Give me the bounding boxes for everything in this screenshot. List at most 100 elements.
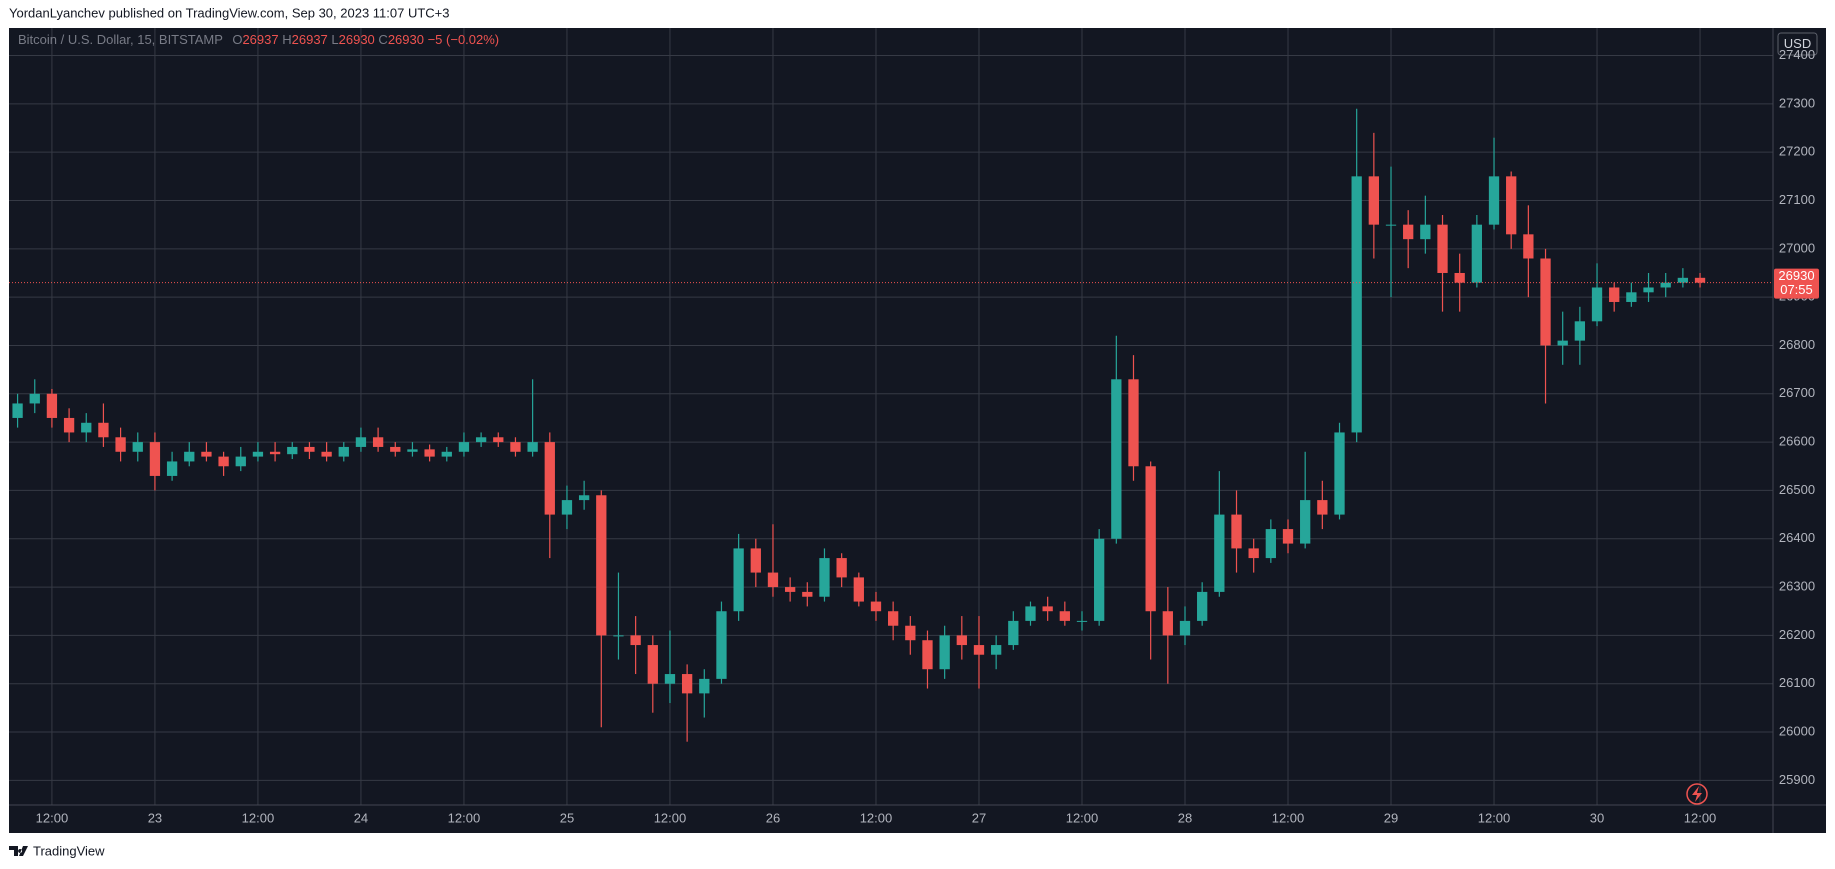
x-tick-label: 12:00: [654, 810, 687, 825]
candle-body: [1609, 287, 1620, 302]
last-price-label: 26930: [1778, 268, 1814, 283]
tradingview-logo: TradingView: [9, 843, 105, 858]
candle-body: [510, 442, 521, 452]
candle-body: [287, 446, 298, 455]
candle-body: [784, 587, 796, 592]
candle-body: [664, 674, 676, 684]
candle-body: [1403, 224, 1414, 240]
icon-ring[interactable]: [1686, 783, 1708, 805]
candle-body: [802, 591, 813, 597]
candle-body: [355, 437, 367, 447]
candle-body: [407, 449, 418, 452]
candle-body: [321, 451, 332, 457]
candle-body: [201, 451, 212, 457]
candle-body: [1025, 606, 1036, 621]
candle-body: [1557, 340, 1568, 346]
candle-body: [1300, 500, 1311, 544]
candle-body: [716, 611, 727, 679]
candle-body: [836, 558, 847, 578]
chart-background: [9, 28, 1826, 833]
candle-body: [63, 417, 75, 433]
candle-body: [1076, 620, 1088, 622]
x-tick-label: 12:00: [448, 810, 481, 825]
candle-body: [1385, 224, 1397, 226]
candle-body: [166, 461, 178, 476]
x-tick-label: 12:00: [242, 810, 275, 825]
price-change: −5 (−0.02%): [428, 32, 500, 47]
candle-body: [458, 442, 470, 452]
candle-body: [1094, 538, 1105, 621]
chart-legend: Bitcoin / U.S. Dollar, 15, BITSTAMP O269…: [18, 32, 499, 47]
symbol-title: Bitcoin / U.S. Dollar, 15, BITSTAMP: [18, 32, 223, 47]
y-tick-label: 26400: [1779, 530, 1815, 545]
candle-body: [973, 645, 985, 655]
icon-bolt[interactable]: [1692, 786, 1702, 802]
candle-body: [922, 640, 933, 670]
x-tick-label: 12:00: [1684, 810, 1717, 825]
last-price-tag: [1774, 268, 1819, 299]
x-tick-label: 25: [560, 810, 574, 825]
ohlc-letter: C: [378, 32, 387, 47]
candle-body: [338, 446, 349, 457]
candle-body: [527, 442, 538, 452]
candle-body: [1282, 529, 1294, 544]
publish-header: YordanLyanchev published on TradingView.…: [9, 5, 450, 20]
x-tick-label: 26: [766, 810, 780, 825]
candle-body: [681, 674, 693, 694]
ohlc-value: 26937: [242, 32, 278, 47]
candle-body: [475, 437, 487, 443]
candle-body: [819, 558, 830, 597]
ohlc-value: 26937: [292, 32, 328, 47]
currency-button-frame[interactable]: [1777, 32, 1818, 56]
candle-body: [699, 678, 710, 694]
candle-body: [493, 437, 504, 443]
ohlc-letter: O: [232, 32, 242, 47]
candle-body: [853, 577, 864, 602]
y-tick-label: 26200: [1779, 627, 1815, 642]
candle-body: [132, 442, 143, 452]
candles-layer: [9, 108, 1773, 742]
candle-body: [1351, 176, 1362, 433]
x-tick-label: 12:00: [860, 810, 893, 825]
currency-button[interactable]: USD: [1777, 32, 1818, 56]
candle-body: [1643, 287, 1654, 293]
candle-body: [1162, 611, 1173, 636]
currency-label[interactable]: USD: [1784, 36, 1811, 51]
candle-body: [1265, 529, 1276, 559]
ohlc-letter: H: [282, 32, 291, 47]
candle-body: [1694, 277, 1706, 283]
candle-body: [1231, 514, 1242, 549]
x-tick-label: 28: [1178, 810, 1192, 825]
candle-body: [1523, 234, 1534, 259]
candle-body: [733, 548, 744, 612]
x-tick-label: 12:00: [1478, 810, 1511, 825]
y-tick-label: 26800: [1779, 337, 1815, 352]
candle-body: [1111, 379, 1122, 539]
ohlc-letter: L: [331, 32, 338, 47]
candle-body: [390, 446, 401, 452]
y-tick-label: 26600: [1779, 434, 1815, 449]
logo-mark: [9, 846, 28, 856]
candle-body: [1214, 514, 1225, 592]
candle-body: [149, 442, 161, 476]
candle-body: [561, 500, 573, 515]
candle-body: [1626, 292, 1637, 302]
candle-body: [544, 442, 555, 515]
candle-body: [1059, 611, 1070, 621]
candle-body: [596, 495, 607, 636]
candle-body: [613, 635, 624, 637]
y-tick-label: 27100: [1779, 192, 1815, 207]
candle-body: [956, 635, 967, 646]
x-tick-label: 12:00: [1272, 810, 1305, 825]
y-tick-label: 27000: [1779, 240, 1815, 255]
y-tick-label: 26300: [1779, 579, 1815, 594]
candle-body: [1197, 591, 1208, 621]
candle-body: [939, 635, 950, 670]
candle-body: [1660, 282, 1671, 288]
candle-body: [184, 451, 195, 462]
candle-body: [1506, 176, 1517, 235]
x-tick-label: 23: [148, 810, 162, 825]
candle-body: [1574, 321, 1586, 341]
candle-body: [46, 393, 58, 418]
replay-icon[interactable]: [1686, 783, 1708, 805]
